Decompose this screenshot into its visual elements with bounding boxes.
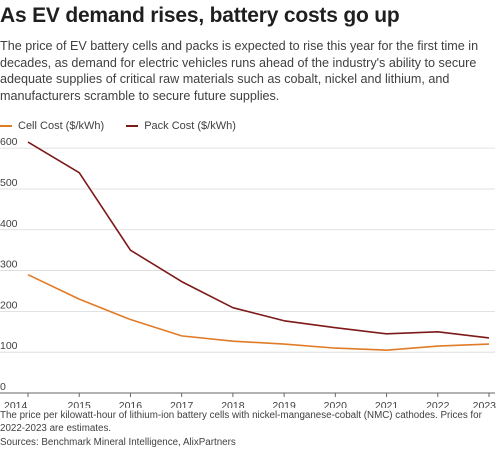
x-tick-label-2018: 2018 <box>221 400 245 408</box>
data-point-pack-cost-2021 <box>384 331 389 336</box>
series-line-pack-cost <box>27 141 490 339</box>
y-tick-label-100: 100 <box>0 340 18 352</box>
data-point-cell-cost-2022 <box>435 344 440 349</box>
y-tick-label-200: 200 <box>0 299 18 311</box>
grid-layer <box>0 147 495 394</box>
y-tick-label-300: 300 <box>0 259 18 271</box>
x-tick-label-2017: 2017 <box>170 400 194 408</box>
x-tick-label-2014: 2014 <box>4 400 28 408</box>
data-point-cell-cost-2016 <box>128 317 133 322</box>
x-tick-label-2020: 2020 <box>324 400 348 408</box>
legend: Cell Cost ($/kWh) Pack Cost ($/kWh) <box>0 118 236 134</box>
data-point-cell-cost-2018 <box>230 339 235 344</box>
y-tick-label-500: 500 <box>0 177 18 189</box>
series-layer <box>26 140 492 353</box>
data-point-cell-cost-2019 <box>282 342 287 347</box>
legend-swatch-pack-cost <box>126 125 139 127</box>
legend-item-cell-cost: Cell Cost ($/kWh) <box>0 120 104 132</box>
y-tick-label-600: 600 <box>0 136 18 148</box>
legend-swatch-cell-cost <box>0 125 12 127</box>
x-tick-label-2021: 2021 <box>375 400 399 408</box>
x-tick-label-2015: 2015 <box>68 400 92 408</box>
data-point-pack-cost-2015 <box>77 170 82 175</box>
y-tick-label-400: 400 <box>0 218 18 230</box>
x-axis-ticks: 2014 2015 2016 2017 2018 2019 2020 2021 2022 2023 <box>4 393 496 408</box>
chart-note: The price per kilowatt-hour of lithium-i… <box>0 410 482 434</box>
data-point-pack-cost-2016 <box>128 248 133 253</box>
data-point-cell-cost-2017 <box>179 333 184 338</box>
data-point-cell-cost-2014 <box>26 272 31 277</box>
data-point-cell-cost-2021 <box>384 348 389 353</box>
x-tick-label-2016: 2016 <box>119 400 143 408</box>
data-point-pack-cost-2020 <box>333 325 338 330</box>
legend-label-pack-cost: Pack Cost ($/kWh) <box>144 120 236 132</box>
data-point-cell-cost-2020 <box>333 346 338 351</box>
data-point-cell-cost-2015 <box>77 297 82 302</box>
data-point-pack-cost-2022 <box>435 329 440 334</box>
legend-label-cell-cost: Cell Cost ($/kWh) <box>18 120 105 132</box>
data-point-pack-cost-2023 <box>487 335 492 340</box>
line-chart: 0 100 200 300 400 500 600 2014 2015 2016 2017 2018… <box>0 136 496 408</box>
x-tick-label-2019: 2019 <box>272 400 296 408</box>
data-point-pack-cost-2017 <box>179 279 184 284</box>
data-point-cell-cost-2023 <box>487 342 492 347</box>
y-tick-label-0: 0 <box>0 381 6 393</box>
data-point-pack-cost-2014 <box>26 140 31 145</box>
data-point-pack-cost-2019 <box>282 318 287 323</box>
chart-source: Sources: Benchmark Mineral Intelligence,… <box>0 437 236 448</box>
chart-title: As EV demand rises, battery costs go up <box>0 4 400 27</box>
x-tick-label-2022: 2022 <box>426 400 450 408</box>
data-point-pack-cost-2018 <box>230 305 235 310</box>
chart-subtitle: The price of EV battery cells and packs … <box>0 39 479 103</box>
y-axis-ticks: 0 100 200 300 400 500 600 <box>0 136 18 393</box>
x-tick-label-2023: 2023 <box>473 400 497 408</box>
legend-item-pack-cost: Pack Cost ($/kWh) <box>126 120 236 132</box>
series-line-cell-cost <box>27 273 490 351</box>
